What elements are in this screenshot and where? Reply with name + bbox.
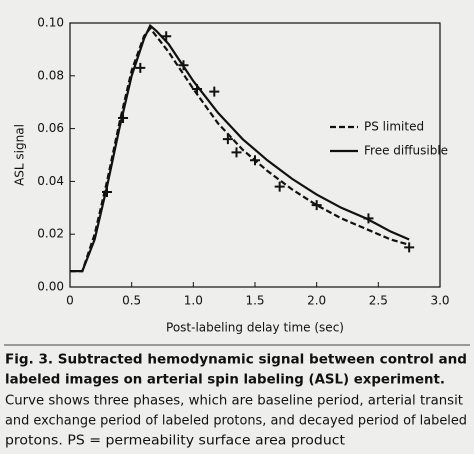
data-point (363, 213, 374, 224)
data-point (250, 155, 260, 166)
x-tick-label: 2.0 (307, 294, 326, 308)
data-point (135, 62, 146, 73)
data-point (118, 113, 129, 124)
data-point (192, 84, 203, 94)
y-tick-label: 0.00 (37, 280, 64, 294)
y-tick-label: 0.04 (37, 174, 64, 188)
data-point (209, 86, 220, 97)
data-point (231, 147, 242, 158)
series-line (70, 26, 410, 273)
x-tick-label: 0 (66, 294, 74, 308)
y-tick-label: 0.02 (37, 227, 64, 241)
caption-title: Fig. 3. Subtracted hemodynamic signal be… (5, 353, 467, 368)
data-point (404, 242, 415, 253)
data-point (311, 200, 322, 211)
data-point (102, 186, 112, 197)
legend-label: PS limited (364, 120, 424, 134)
x-tick-label: 3.0 (430, 294, 449, 308)
y-tick-label: 0.08 (37, 68, 64, 82)
legend-label: Free diffusible (364, 144, 448, 158)
x-tick-label: 1.5 (245, 294, 264, 308)
y-tick-label: 0.06 (37, 121, 64, 135)
x-tick-label: 1.0 (184, 294, 203, 308)
caption-body: and exchange period of labeled protons, … (5, 414, 467, 429)
x-tick-label: 2.5 (369, 294, 388, 308)
caption-title: labeled images on arterial spin labeling… (5, 373, 445, 388)
series-line (70, 23, 410, 273)
x-tick-label: 0.5 (122, 294, 141, 308)
y-axis-label: ASL signal (13, 124, 27, 186)
y-tick-label: 0.10 (37, 16, 64, 30)
data-point (274, 181, 285, 192)
caption-body: protons. PS = permeability surface area … (5, 434, 345, 449)
x-axis-label: Post-labeling delay time (sec) (166, 321, 344, 335)
data-point (222, 134, 233, 145)
data-point (178, 60, 189, 71)
caption-body: Curve shows three phases, which are base… (5, 394, 463, 409)
data-point (161, 31, 172, 42)
